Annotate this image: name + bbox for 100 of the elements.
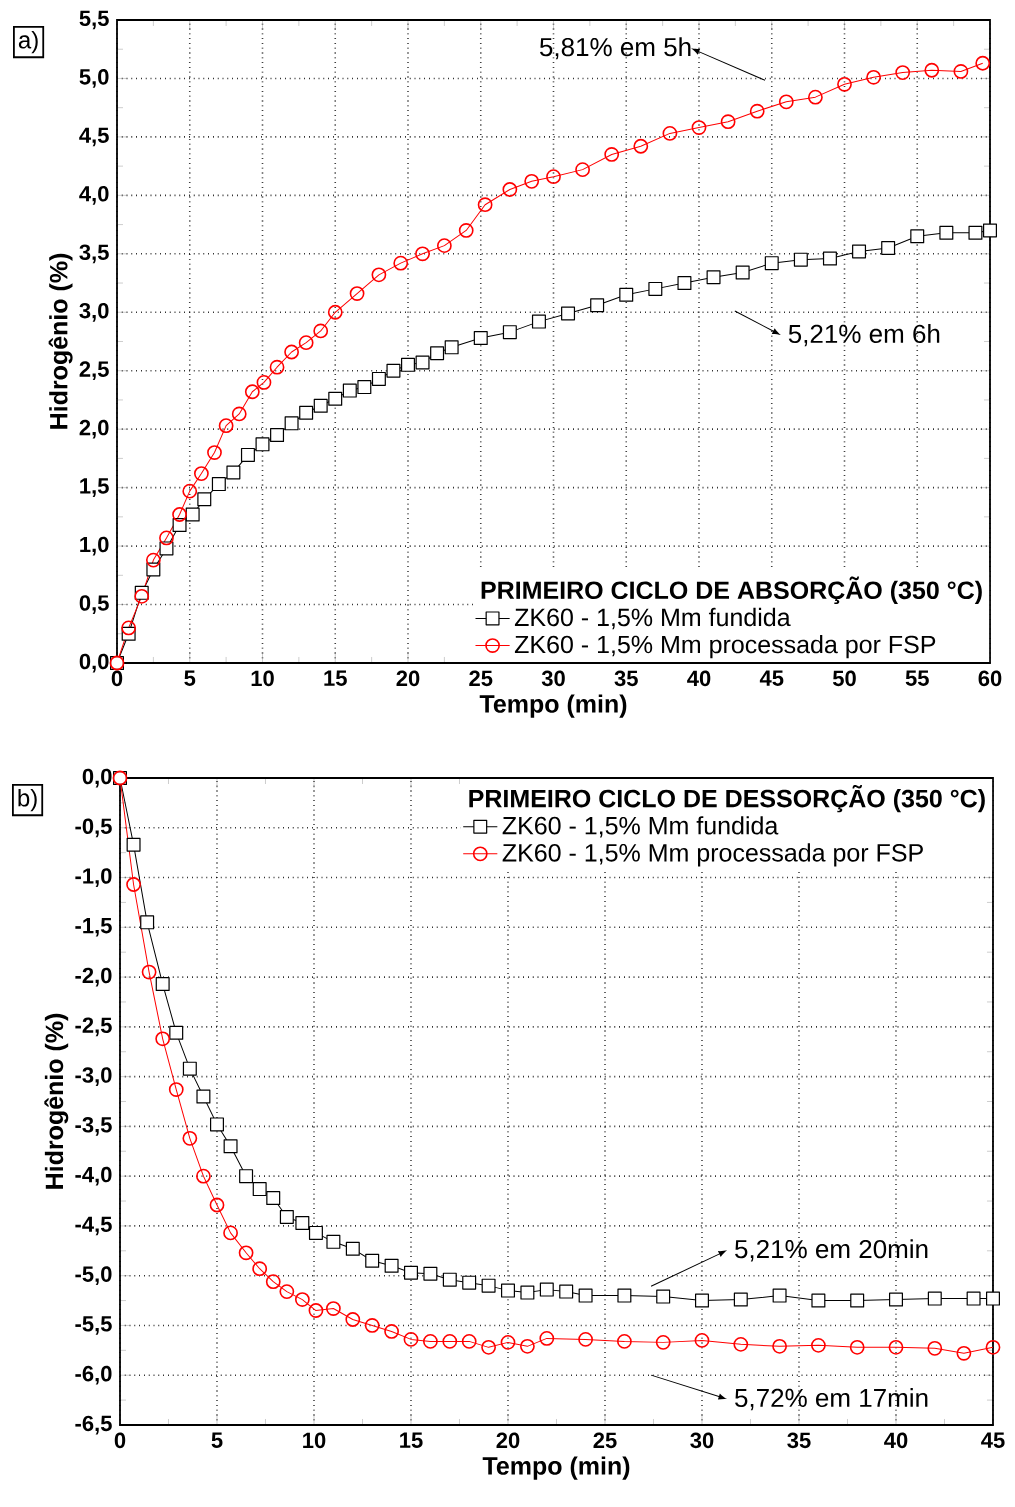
annotation: 5,81% em 5h <box>539 37 691 60</box>
point <box>255 437 270 452</box>
point <box>975 55 991 71</box>
y-tick-label: 1,5 <box>80 478 109 497</box>
point <box>772 1288 787 1303</box>
point <box>295 1215 310 1230</box>
point <box>226 465 241 480</box>
point <box>430 346 445 361</box>
text: a) <box>18 30 38 54</box>
point <box>159 530 174 546</box>
annotation: 5,21% em 20min <box>735 1239 928 1262</box>
point <box>837 76 852 92</box>
point <box>442 1333 458 1349</box>
point <box>444 340 459 355</box>
x-tick-label: 15 <box>400 1432 423 1448</box>
point <box>218 418 234 434</box>
y-tick-label: -6,5 <box>75 1415 112 1435</box>
point <box>393 255 409 271</box>
point <box>371 371 386 386</box>
point <box>924 62 940 78</box>
point <box>561 306 576 321</box>
point <box>578 1331 593 1347</box>
point <box>910 229 925 244</box>
point <box>531 314 546 329</box>
point <box>500 1334 516 1350</box>
point <box>539 1282 554 1297</box>
point <box>502 182 518 197</box>
x-tick-label: 25 <box>593 1432 617 1449</box>
point <box>401 357 415 372</box>
point <box>252 1182 267 1197</box>
point <box>211 477 226 492</box>
point <box>196 1168 211 1184</box>
point <box>546 169 561 185</box>
y-tick-label: 0,0 <box>82 768 112 788</box>
point <box>519 1338 535 1354</box>
legend-label: ZK60 - 1,5% Mm fundida <box>502 816 779 838</box>
x-tick-label: 50 <box>832 670 856 687</box>
x-axis-title: Tempo (min) <box>479 694 627 718</box>
y-tick-label: 3,0 <box>79 302 109 322</box>
point <box>196 1089 211 1104</box>
point <box>155 977 170 992</box>
point <box>852 244 867 259</box>
y-tick-label: -2,5 <box>75 1017 112 1037</box>
point <box>619 287 634 302</box>
point <box>364 1318 380 1333</box>
point <box>850 1293 865 1308</box>
point <box>403 1265 418 1280</box>
point <box>442 1272 457 1287</box>
point <box>793 252 808 267</box>
point <box>501 1283 515 1298</box>
x-tick-label: 40 <box>687 670 711 687</box>
point <box>983 223 997 238</box>
x-tick-label: 0 <box>111 670 123 687</box>
x-tick-label: 5 <box>184 670 196 686</box>
point <box>141 964 157 980</box>
x-tick-label: 35 <box>614 670 638 687</box>
point <box>866 69 881 85</box>
point <box>357 380 372 395</box>
point <box>477 197 493 213</box>
x-tick-label: 15 <box>324 670 347 686</box>
y-tick-label: 2,0 <box>79 419 109 439</box>
point <box>266 1191 281 1206</box>
y-tick-label: -4,5 <box>75 1216 112 1236</box>
point <box>927 1291 942 1306</box>
y-axis-title: Hidrogênio (%) <box>44 1013 69 1189</box>
point <box>772 1338 787 1354</box>
legend-label: ZK60 - 1,5% Mm processada por FSP <box>514 634 936 659</box>
point <box>238 1245 254 1261</box>
point <box>308 1225 323 1240</box>
x-tick-label: 30 <box>541 670 565 687</box>
point <box>617 1333 632 1349</box>
x-tick-label: 40 <box>884 1432 908 1449</box>
point <box>265 1274 281 1290</box>
point <box>182 1130 198 1146</box>
point <box>365 1253 380 1268</box>
point <box>694 1332 710 1348</box>
point <box>458 223 474 238</box>
point <box>279 1209 294 1224</box>
point <box>539 1331 555 1346</box>
point <box>436 238 452 254</box>
y-tick-label: 3,5 <box>79 244 109 264</box>
point <box>294 1292 310 1307</box>
point <box>706 270 721 285</box>
point <box>256 375 272 390</box>
point <box>126 837 141 852</box>
y-tick-label: -4,0 <box>75 1166 112 1186</box>
x-tick-label: 60 <box>978 670 1002 687</box>
y-tick-label: 4,0 <box>79 186 109 205</box>
point <box>778 94 794 110</box>
x-tick-label: 20 <box>496 1432 520 1449</box>
point <box>326 1301 341 1316</box>
x-tick-label: 35 <box>787 1432 811 1449</box>
y-tick-label: 2,5 <box>79 361 109 381</box>
point <box>223 1139 238 1154</box>
point <box>270 428 285 443</box>
point <box>633 138 649 154</box>
point <box>284 344 299 360</box>
point <box>461 1333 477 1349</box>
point <box>423 1333 438 1349</box>
point <box>733 1292 748 1307</box>
